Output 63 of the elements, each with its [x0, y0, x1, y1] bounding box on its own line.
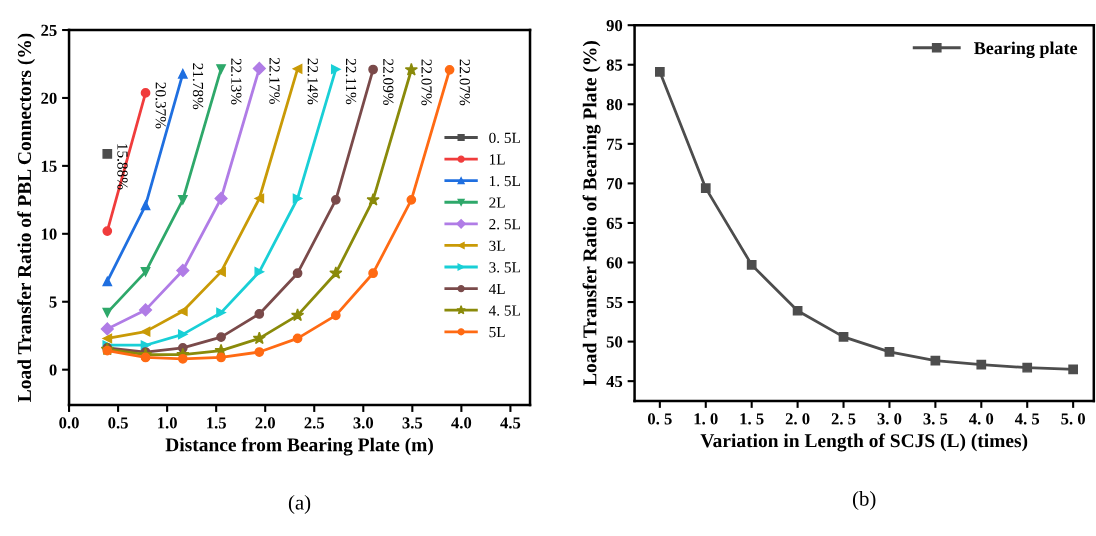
x-tick-label: 3. 0 [877, 413, 902, 425]
legend-label: Bearing plate [974, 41, 1078, 59]
data-label: 15.88% [117, 144, 128, 190]
y-tick-label: 90 [606, 19, 623, 32]
y-tick-label: 25 [41, 24, 57, 36]
y-tick-label: 70 [607, 178, 623, 190]
y-tick-label: 15 [41, 160, 57, 172]
x-tick-label: 1.0 [158, 417, 177, 429]
data-label: 22.11% [345, 58, 357, 105]
x-tick-label: 4.0 [451, 417, 472, 429]
text: (a) [288, 495, 311, 514]
data-label: 22.07% [459, 59, 470, 106]
text: (b) [852, 491, 876, 510]
x-tick-label: 4. 5 [1014, 413, 1040, 425]
y-tick-label: 55 [606, 296, 623, 308]
legend-label: 4. 5L [488, 305, 520, 316]
data-label: 22.13% [231, 58, 242, 105]
y-tick-label: 85 [606, 59, 623, 71]
x-tick-label: 2. 5 [831, 413, 856, 425]
x-tick-label: 4.5 [500, 417, 521, 429]
y-tick-label: 60 [606, 257, 623, 269]
y-tick-label: 75 [607, 138, 623, 150]
x-tick-label: 3.0 [353, 417, 374, 429]
data-label: 22.17% [269, 58, 280, 104]
legend-label: 3L [489, 240, 505, 251]
data-label: 21.78% [192, 63, 204, 110]
y-axis-title: Load Transfer Ratio of Bearing Plate (%) [582, 41, 601, 386]
x-tick-label: 1. 5 [740, 413, 764, 425]
x-tick-label: 3. 5 [923, 413, 948, 425]
legend-label: 1L [489, 154, 505, 165]
legend-label: 1. 5L [489, 175, 520, 187]
x-tick-label: 2. 0 [785, 413, 810, 425]
y-tick-label: 80 [606, 98, 623, 111]
x-tick-label: 3.5 [402, 417, 423, 429]
x-tick-label: 4. 0 [969, 413, 994, 425]
legend-label: 2. 5L [489, 219, 520, 230]
legend-label: 0. 5L [489, 132, 520, 144]
legend-label: 2L [489, 197, 505, 208]
data-label: 22.14% [307, 58, 318, 105]
data-label: 20.37% [155, 82, 166, 129]
y-tick-label: 10 [41, 228, 57, 240]
y-tick-label: 50 [606, 336, 623, 348]
y-tick-label: 20 [41, 92, 57, 104]
x-tick-label: 2.0 [255, 417, 275, 429]
x-tick-label: 0. 5 [647, 413, 672, 425]
data-label: 22.09% [383, 59, 394, 106]
legend-label: 3. 5L [489, 262, 520, 273]
legend-label: 5L [489, 327, 505, 338]
y-axis-title: Load Transfer Ratio of PBL Connectors (%) [17, 33, 36, 402]
x-tick-label: 1.5 [207, 417, 226, 429]
x-axis-title: Variation in Length of SCJS (L) (times) [700, 433, 1028, 452]
y-tick-label: 65 [606, 217, 623, 229]
x-tick-label: 5. 0 [1061, 413, 1086, 425]
data-label: 22.07% [421, 59, 432, 106]
x-axis-title: Distance from Bearing Plate (m) [165, 437, 433, 456]
x-tick-label: 2.5 [304, 417, 325, 429]
y-tick-label: 0 [49, 364, 57, 376]
legend-label: 4L [488, 283, 505, 294]
x-tick-label: 1. 0 [694, 413, 718, 425]
x-tick-label: 0.0 [59, 417, 79, 429]
y-tick-label: 5 [49, 296, 57, 308]
y-tick-label: 45 [606, 375, 623, 388]
x-tick-label: 0.5 [108, 417, 128, 429]
